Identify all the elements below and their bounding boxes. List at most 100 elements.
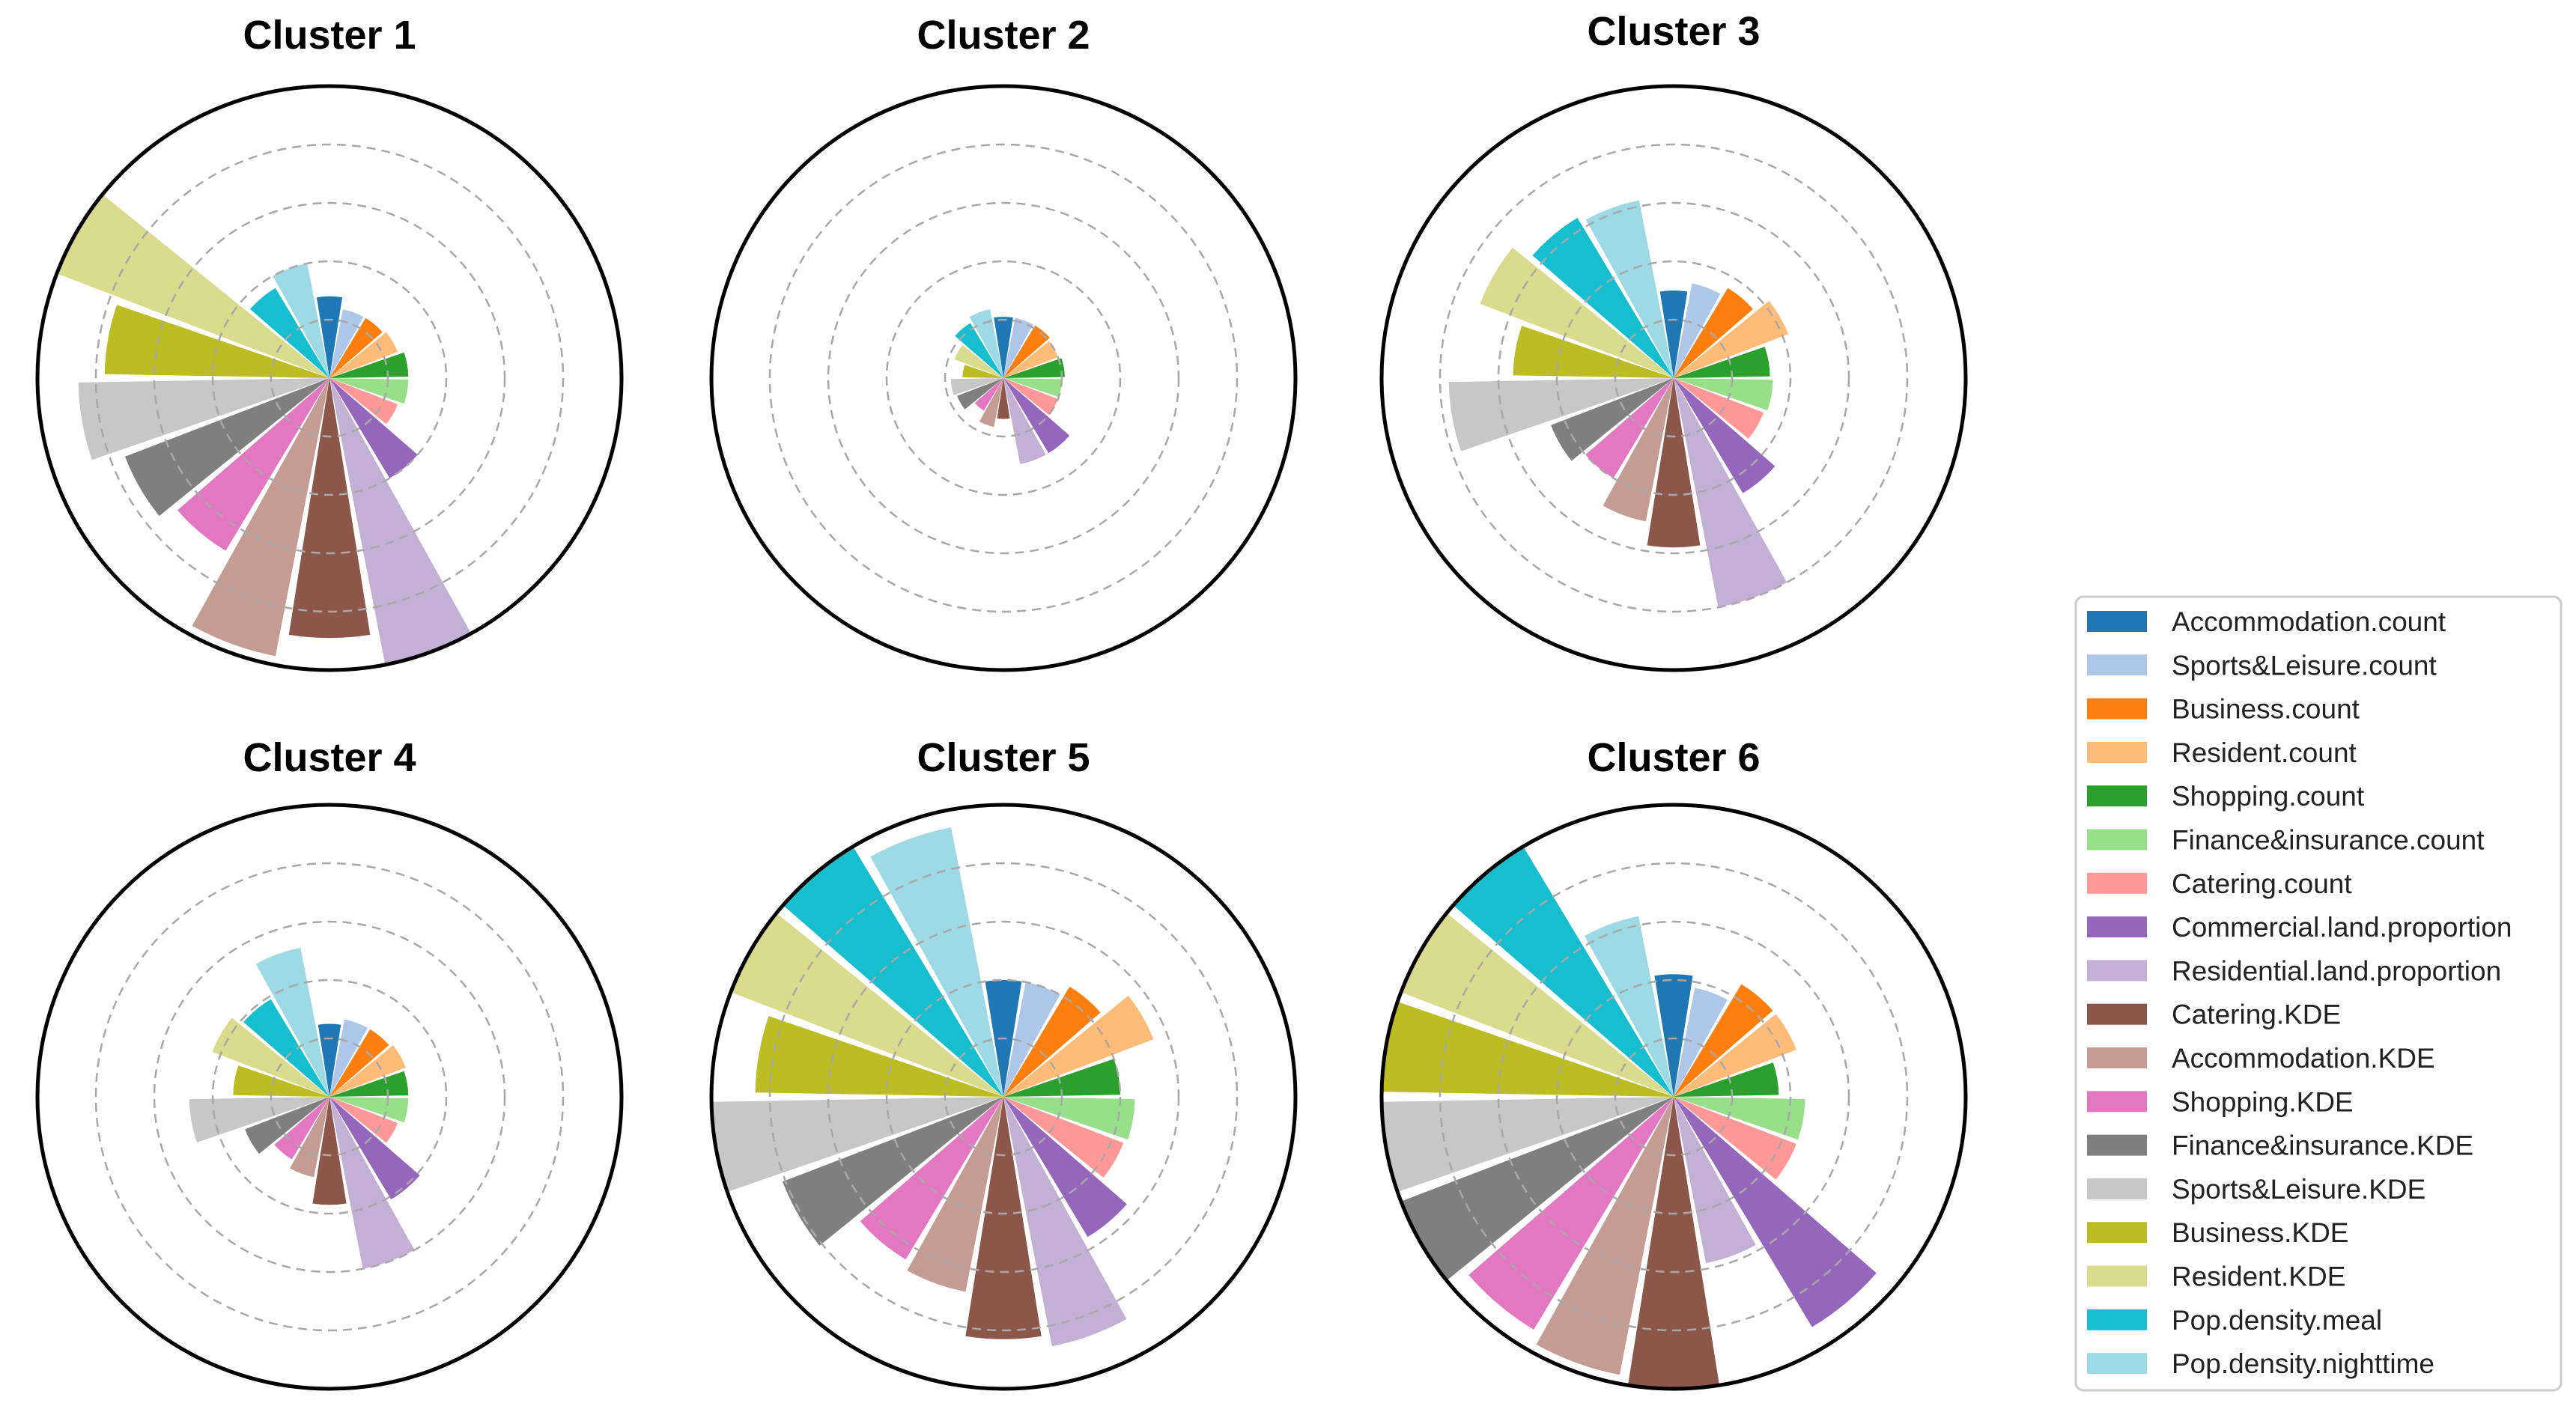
bar-sports-leisure-kde xyxy=(1382,1097,1674,1192)
bar-resident-kde xyxy=(954,344,1003,378)
legend-item: Finance&insurance.count xyxy=(2087,825,2485,856)
bar-catering-kde xyxy=(1627,1097,1720,1390)
bar-shopping-kde xyxy=(1468,1097,1674,1330)
grid-ring xyxy=(827,920,1180,1274)
bar-pop-density-meal xyxy=(1453,846,1674,1097)
legend-swatch xyxy=(2087,1178,2147,1199)
grid-ring xyxy=(827,201,1180,555)
bar-catering-count xyxy=(329,378,398,424)
bar-resident-kde xyxy=(730,913,1003,1097)
bar-residential-land-proportion xyxy=(1003,378,1046,464)
legend-swatch xyxy=(2087,1309,2147,1330)
bar-shopping-kde xyxy=(860,1097,1003,1260)
legend-item: Resident.KDE xyxy=(2087,1262,2345,1292)
bar-finance-insurance-count xyxy=(1674,378,1773,411)
legend-swatch xyxy=(2087,611,2147,632)
bar-finance-insurance-kde xyxy=(124,378,329,517)
bar-accommodation-kde xyxy=(1536,1097,1674,1375)
bar-finance-insurance-kde xyxy=(1551,378,1674,461)
grid-ring xyxy=(1614,318,1734,438)
legend-item: Pop.density.nighttime xyxy=(2087,1348,2434,1379)
bar-resident-count xyxy=(1003,996,1154,1097)
bar-accommodation-kde xyxy=(979,378,1003,427)
legend-swatch xyxy=(2087,872,2147,894)
bar-pop-density-meal xyxy=(955,323,1003,378)
bar-accommodation-kde xyxy=(290,1097,329,1178)
bar-business-count xyxy=(1003,325,1050,378)
bar-shopping-kde xyxy=(177,378,329,551)
bar-pop-density-meal xyxy=(243,999,329,1097)
legend-item: Business.KDE xyxy=(2087,1217,2349,1248)
grid-ring xyxy=(944,318,1063,438)
bar-accommodation-count xyxy=(318,1023,341,1097)
legend-label: Residential.land.proportion xyxy=(2172,955,2501,986)
legend-swatch xyxy=(2087,1047,2147,1068)
bar-sports-leisure-count xyxy=(329,1019,368,1097)
bar-resident-kde xyxy=(1400,913,1674,1097)
bar-shopping-count xyxy=(1674,1062,1779,1097)
grid-ring xyxy=(885,260,1122,496)
legend-label: Sports&Leisure.KDE xyxy=(2172,1174,2425,1205)
bar-catering-count xyxy=(1003,378,1058,416)
legend-item: Sports&Leisure.count xyxy=(2087,650,2437,681)
bar-business-kde xyxy=(755,1016,1003,1097)
grid-ring xyxy=(153,201,506,555)
bar-sports-leisure-kde xyxy=(78,378,330,460)
panel-title: Cluster 1 xyxy=(243,13,416,58)
bar-shopping-kde xyxy=(1585,378,1674,478)
bar-pop-density-nighttime xyxy=(273,263,329,378)
legend-swatch xyxy=(2087,785,2147,807)
bar-catering-count xyxy=(1674,378,1764,439)
bar-commercial-land-proportion xyxy=(1674,378,1775,493)
bar-finance-insurance-count xyxy=(1003,378,1062,398)
legend-item: Resident.count xyxy=(2087,737,2357,768)
legend-label: Business.KDE xyxy=(2172,1217,2349,1248)
bar-business-count xyxy=(329,317,383,378)
legend-label: Accommodation.count xyxy=(2172,606,2446,637)
bar-catering-count xyxy=(1674,1097,1796,1180)
bar-catering-count xyxy=(329,1097,398,1143)
legend-item: Accommodation.KDE xyxy=(2087,1043,2435,1074)
legend-item: Shopping.KDE xyxy=(2087,1086,2354,1117)
grid-ring xyxy=(270,1037,389,1157)
bar-sports-leisure-count xyxy=(1003,982,1060,1097)
legend-swatch xyxy=(2087,698,2147,719)
panel-cluster-2: Cluster 2 xyxy=(709,13,1298,672)
panel-cluster-1: Cluster 1 xyxy=(35,13,624,672)
legend-label: Business.count xyxy=(2172,694,2360,725)
grid-ring xyxy=(768,862,1239,1332)
bar-pop-density-meal xyxy=(1532,218,1674,378)
outer-circle xyxy=(35,803,624,1391)
legend-swatch xyxy=(2087,1091,2147,1113)
legend-label: Accommodation.KDE xyxy=(2172,1043,2435,1074)
legend-item: Commercial.land.proportion xyxy=(2087,912,2512,943)
legend-item: Sports&Leisure.KDE xyxy=(2087,1174,2425,1205)
outer-circle xyxy=(1379,84,1968,672)
legend-label: Pop.density.nighttime xyxy=(2172,1348,2434,1379)
panel-cluster-3: Cluster 3 xyxy=(1379,9,1968,672)
polar-panels: Cluster 1 Cluster 2 Cluster 3 Cluster 4 Clus… xyxy=(35,9,1968,1391)
legend-item: Accommodation.count xyxy=(2087,606,2446,637)
bar-pop-density-nighttime xyxy=(255,947,329,1097)
grid-ring xyxy=(1439,143,1909,613)
bar-commercial-land-proportion xyxy=(329,378,418,478)
bar-pop-density-nighttime xyxy=(870,827,1003,1097)
legend-swatch xyxy=(2087,741,2147,763)
legend-label: Finance&insurance.count xyxy=(2172,825,2485,856)
legend: Accommodation.count Sports&Leisure.count B… xyxy=(2074,595,2563,1392)
legend-swatch xyxy=(2087,829,2147,850)
grid-ring xyxy=(153,920,506,1274)
legend-label: Commercial.land.proportion xyxy=(2172,912,2512,943)
bar-accommodation-count xyxy=(1659,290,1688,378)
legend-label: Resident.count xyxy=(2172,737,2357,768)
bar-shopping-kde xyxy=(974,378,1003,411)
legend-label: Resident.KDE xyxy=(2172,1262,2345,1292)
bar-resident-count xyxy=(329,332,398,378)
bar-business-count xyxy=(1003,986,1101,1097)
bar-business-count xyxy=(329,1029,389,1097)
bar-sports-leisure-count xyxy=(1003,317,1033,378)
bar-accommodation-kde xyxy=(192,378,329,657)
grid-ring xyxy=(1614,1037,1734,1157)
bar-sports-leisure-count xyxy=(1674,988,1728,1097)
bar-commercial-land-proportion xyxy=(329,1097,420,1200)
